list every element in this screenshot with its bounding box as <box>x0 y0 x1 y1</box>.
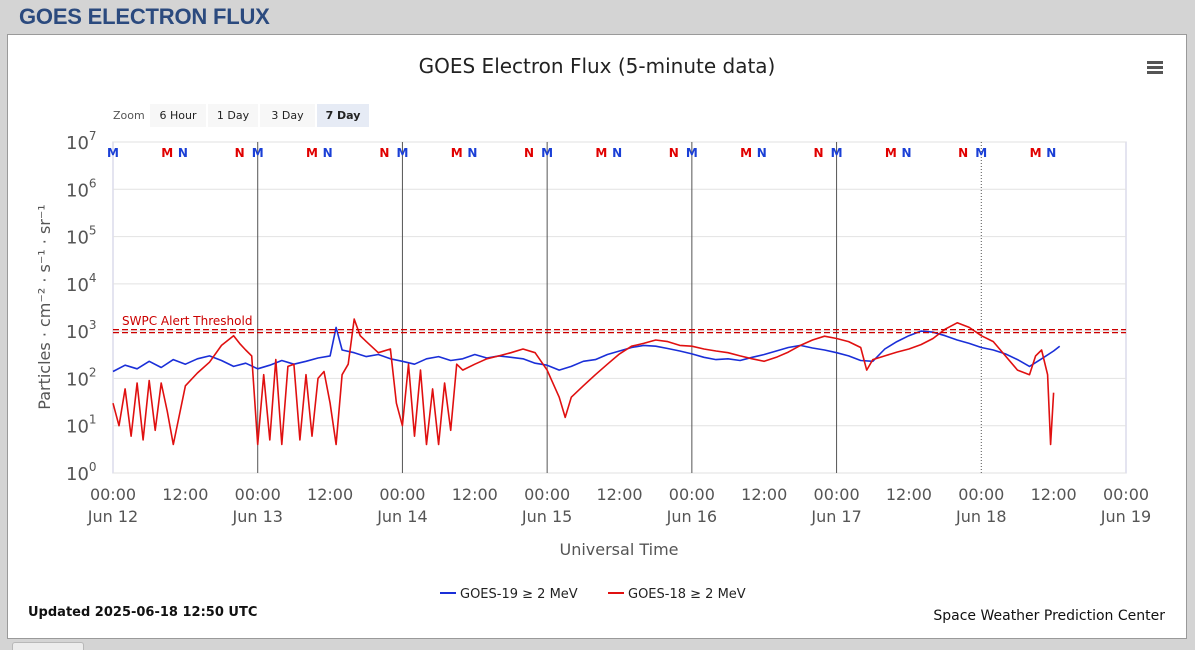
marker-n: N <box>323 146 333 160</box>
marker-m: M <box>541 146 553 160</box>
x-tick-date: Jun 14 <box>376 507 427 526</box>
legend-label: GOES-18 ≥ 2 MeV <box>628 587 746 602</box>
zoom-button-label: 6 Hour <box>160 109 197 122</box>
zoom-button-1-day[interactable]: 1 Day <box>208 104 258 127</box>
x-tick-time: 00:00 <box>669 485 715 504</box>
y-tick-label: 105 <box>66 224 97 249</box>
marker-n: N <box>669 146 679 160</box>
marker-m: M <box>161 146 173 160</box>
legend-item[interactable]: GOES-19 ≥ 2 MeV <box>440 587 578 602</box>
x-tick-time: 00:00 <box>958 485 1004 504</box>
marker-n: N <box>524 146 534 160</box>
zoom-button-bg <box>260 104 315 127</box>
x-axis-label: Universal Time <box>559 540 678 559</box>
x-tick-date: Jun 16 <box>666 507 717 526</box>
x-tick-date: Jun 17 <box>810 507 861 526</box>
y-tick-label: 102 <box>66 365 97 390</box>
zoom-label: Zoom <box>113 109 145 122</box>
marker-n: N <box>178 146 188 160</box>
y-tick-label: 103 <box>66 318 97 343</box>
marker-n: N <box>901 146 911 160</box>
marker-n: N <box>235 146 245 160</box>
marker-m: M <box>831 146 843 160</box>
y-tick-label: 100 <box>66 460 97 485</box>
x-tick-time: 12:00 <box>596 485 642 504</box>
zoom-button-6-hour[interactable]: 6 Hour <box>150 104 206 127</box>
x-tick-time: 00:00 <box>524 485 570 504</box>
chart-title: GOES Electron Flux (5-minute data) <box>419 54 776 78</box>
zoom-button-label: 3 Day <box>271 109 304 122</box>
credit-text: Space Weather Prediction Center <box>933 608 1165 624</box>
marker-n: N <box>757 146 767 160</box>
x-tick-time: 12:00 <box>741 485 787 504</box>
y-tick-label: 104 <box>66 271 97 296</box>
marker-n: N <box>813 146 823 160</box>
x-tick-time: 12:00 <box>162 485 208 504</box>
legend-label: GOES-19 ≥ 2 MeV <box>460 587 578 602</box>
marker-m: M <box>595 146 607 160</box>
x-tick-date: Jun 15 <box>521 507 572 526</box>
marker-m: M <box>686 146 698 160</box>
y-axis-label: Particles · cm⁻² · s⁻¹ · sr⁻¹ <box>35 204 54 409</box>
marker-m: M <box>975 146 987 160</box>
marker-m: M <box>1030 146 1042 160</box>
legend-item[interactable]: GOES-18 ≥ 2 MeV <box>608 587 746 602</box>
zoom-button-7-day[interactable]: 7 Day <box>317 104 369 127</box>
zoom-button-label: 1 Day <box>217 109 250 122</box>
threshold-label: SWPC Alert Threshold <box>122 314 252 328</box>
y-tick-label: 107 <box>66 129 97 154</box>
x-tick-time: 12:00 <box>307 485 353 504</box>
hamburger-icon <box>1147 61 1163 74</box>
y-tick-label: 101 <box>66 413 97 438</box>
marker-n: N <box>1046 146 1056 160</box>
chart-legend: GOES-19 ≥ 2 MeV GOES-18 ≥ 2 MeV <box>440 587 746 602</box>
marker-m: M <box>451 146 463 160</box>
zoom-button-bg <box>208 104 258 127</box>
series-line-goes-19 <box>112 326 1061 373</box>
bottom-strip <box>0 639 1195 649</box>
marker-m: M <box>740 146 752 160</box>
marker-n: N <box>612 146 622 160</box>
x-tick-time: 00:00 <box>1103 485 1149 504</box>
zoom-button-bg <box>150 104 206 127</box>
marker-m: M <box>885 146 897 160</box>
marker-m: M <box>396 146 408 160</box>
x-tick-date: Jun 12 <box>87 507 138 526</box>
y-tick-label: 106 <box>66 176 97 201</box>
marker-n: N <box>467 146 477 160</box>
zoom-button-label: 7 Day <box>326 109 361 122</box>
marker-n: N <box>958 146 968 160</box>
x-tick-date: Jun 18 <box>955 507 1006 526</box>
chart-menu-button[interactable] <box>1142 55 1168 79</box>
marker-m: M <box>107 146 119 160</box>
x-tick-time: 00:00 <box>814 485 860 504</box>
series-line-goes-18 <box>112 318 1055 446</box>
plot-area <box>112 141 1127 474</box>
x-tick-time: 12:00 <box>1031 485 1077 504</box>
x-tick-date: Jun 13 <box>231 507 282 526</box>
marker-m: M <box>306 146 318 160</box>
x-tick-time: 00:00 <box>379 485 425 504</box>
zoom-button-3-day[interactable]: 3 Day <box>260 104 315 127</box>
x-tick-time: 00:00 <box>235 485 281 504</box>
updated-text: Updated 2025-06-18 12:50 UTC <box>28 605 257 620</box>
x-tick-time: 00:00 <box>90 485 136 504</box>
zoom-button-bg <box>317 104 369 127</box>
marker-m: M <box>252 146 264 160</box>
x-tick-date: Jun 19 <box>1100 507 1151 526</box>
page-header: GOES ELECTRON FLUX <box>0 0 1195 34</box>
page-title: GOES ELECTRON FLUX <box>19 4 270 29</box>
x-tick-time: 12:00 <box>452 485 498 504</box>
bottom-scroll-tab[interactable] <box>12 642 84 650</box>
x-tick-time: 12:00 <box>886 485 932 504</box>
zoom-bar: Zoom 6 Hour 1 Day 3 Day 7 Day <box>113 104 369 127</box>
marker-n: N <box>379 146 389 160</box>
